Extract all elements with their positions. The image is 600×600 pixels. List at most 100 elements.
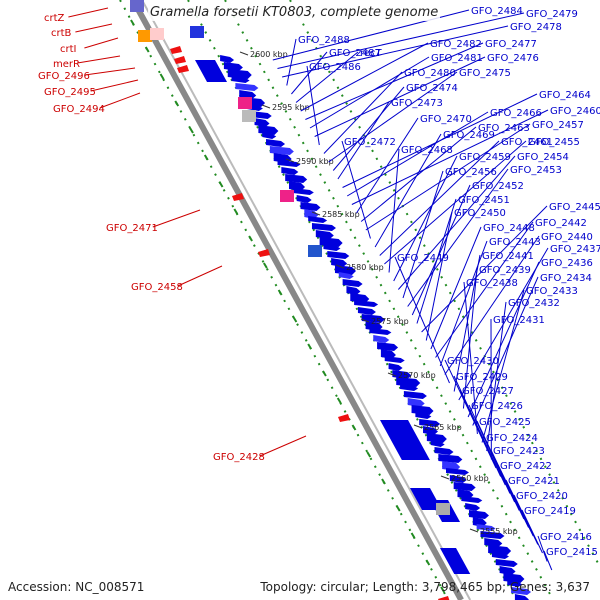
forward-gene-label: GFO_2461 — [501, 137, 553, 148]
forward-gene — [315, 230, 334, 239]
reverse-gene — [174, 56, 186, 64]
forward-gene — [403, 391, 427, 399]
forward-gene-label: GFO_2419 — [524, 506, 576, 517]
reverse-gene-label: GFO_2471 — [106, 223, 158, 234]
forward-gene — [239, 90, 257, 99]
forward-gene-label: GFO_2456 — [445, 167, 497, 178]
label-leader — [486, 301, 507, 452]
forward-gene-label: GFO_2454 — [517, 152, 569, 163]
scale-ticks: 2600 kbp 2595 kbp 2590 kbp 2585 kbp 2580 kbp… — [239, 50, 518, 536]
forward-gene — [419, 419, 441, 427]
forward-gene-label: GFO_2445 — [549, 202, 600, 213]
label-leader — [444, 359, 497, 469]
forward-gene — [357, 307, 376, 315]
forward-gene — [323, 244, 341, 251]
forward-gene — [369, 328, 392, 335]
label-leader — [259, 435, 307, 457]
label-leader — [365, 123, 531, 231]
track-mark — [366, 451, 372, 458]
scale-tick-label: 2555 kbp — [480, 527, 518, 536]
forward-gene-label: GFO_2484 — [471, 6, 523, 17]
label-leader — [68, 7, 109, 18]
forward-gene-label: GFO_2472 — [344, 137, 396, 148]
reverse-gene-label: GFO_2428 — [213, 452, 265, 463]
track-mark — [395, 505, 401, 512]
forward-gene — [235, 83, 259, 91]
track-mark — [233, 208, 239, 215]
scale-tick — [440, 475, 450, 480]
gene-features — [130, 0, 532, 600]
track-mark — [322, 370, 327, 377]
forward-gene-label: GFO_2415 — [546, 547, 598, 558]
reverse-gene-label: crtB — [51, 28, 72, 39]
label-leader — [300, 42, 429, 112]
forward-gene — [377, 342, 399, 351]
reverse-gene — [258, 249, 270, 257]
forward-gene — [327, 251, 350, 259]
forward-gene-label: GFO_2437 — [550, 244, 600, 255]
label-leader — [463, 281, 478, 435]
forward-gene-label: GFO_2429 — [456, 372, 508, 383]
reverse-gene — [232, 193, 244, 201]
scale-tick — [413, 424, 423, 429]
track-mark — [381, 478, 386, 485]
label-leader — [152, 209, 201, 228]
forward-gene — [281, 167, 299, 175]
label-leader — [481, 289, 525, 443]
forward-gene — [262, 132, 277, 139]
track-mark — [218, 181, 224, 188]
forward-gene — [292, 188, 314, 195]
scale-tick-label: 2570 kbp — [398, 371, 436, 380]
forward-gene — [468, 510, 489, 519]
forward-gene-label: GFO_2478 — [510, 22, 562, 33]
label-leader — [77, 55, 121, 64]
label-leader — [351, 109, 549, 205]
label-leader — [332, 86, 405, 171]
label-leader — [483, 436, 520, 511]
track-band — [120, 0, 578, 600]
forward-gene — [388, 363, 403, 371]
forward-gene-label: GFO_2463 — [478, 123, 530, 134]
label-leader — [360, 126, 477, 222]
forward-gene — [476, 524, 496, 531]
label-leader — [328, 71, 458, 163]
accent-gene — [242, 110, 256, 122]
label-leader — [393, 155, 458, 282]
track-mark — [440, 586, 445, 593]
label-leader — [397, 155, 516, 290]
label-leader — [430, 226, 482, 350]
label-leader — [421, 205, 548, 333]
label-leader — [513, 494, 539, 545]
forward-gene — [514, 594, 529, 600]
forward-gene-label: GFO_2448 — [483, 223, 535, 234]
forward-gene-label: GFO_2426 — [471, 401, 523, 412]
forward-gene — [484, 538, 503, 547]
track-mark — [248, 235, 253, 242]
label-leader — [537, 535, 548, 562]
scale-tick — [311, 211, 321, 216]
scale-tick — [387, 372, 397, 377]
forward-gene-label: GFO_2476 — [487, 53, 539, 64]
forward-gene-label: GFO_2482 — [430, 39, 482, 50]
scale-tick — [239, 51, 249, 56]
accent-gene — [138, 30, 152, 42]
forward-gene — [311, 223, 336, 231]
forward-gene — [438, 454, 463, 463]
forward-gene-label: GFO_2481 — [431, 53, 483, 64]
reverse-gene — [438, 596, 450, 600]
track-mark — [336, 397, 342, 404]
label-leader — [407, 168, 509, 307]
track-mark — [263, 262, 268, 269]
scale-tick-label: 2565 kbp — [424, 423, 462, 432]
forward-gene-label: GFO_2416 — [540, 532, 592, 543]
scale-tick-label: 2590 kbp — [296, 157, 334, 166]
accent-gene — [280, 190, 294, 202]
forward-gene-label: GFO_2475 — [459, 68, 511, 79]
forward-gene — [499, 566, 516, 575]
label-leader — [346, 111, 489, 197]
reverse-gene — [338, 414, 350, 422]
forward-gene — [346, 286, 361, 295]
forward-gene — [254, 118, 270, 127]
forward-gene — [296, 195, 312, 203]
